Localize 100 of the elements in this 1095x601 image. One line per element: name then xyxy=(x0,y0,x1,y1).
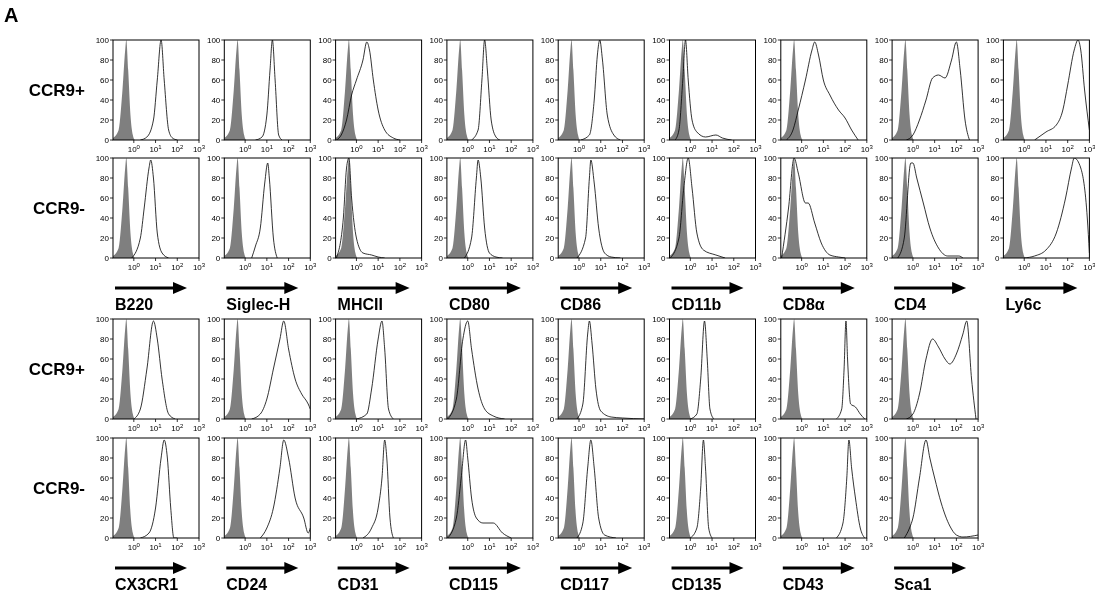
x-tick-label: 10$^{3}$ xyxy=(304,542,318,552)
x-axis-title: CX3CR1 xyxy=(115,576,179,593)
x-tick-label: 10$^{1}$ xyxy=(705,144,719,154)
x-tick-label: 10$^{1}$ xyxy=(149,423,163,433)
y-tick-label: 20 xyxy=(767,115,778,125)
x-tick-label: 10$^{3}$ xyxy=(749,542,763,552)
y-tick-label: 20 xyxy=(322,513,333,523)
y-tick-label: 60 xyxy=(656,75,667,85)
y-tick-label: 80 xyxy=(545,453,555,463)
x-axis-title: CD43 xyxy=(782,576,824,593)
y-tick-label: 40 xyxy=(656,374,667,384)
y-tick-label: 0 xyxy=(549,533,555,543)
x-tick-label: 10$^{1}$ xyxy=(705,262,719,272)
y-tick-label: 100 xyxy=(874,153,889,163)
x-tick-label: 10$^{3}$ xyxy=(638,144,651,154)
y-tick-label: 40 xyxy=(211,95,221,105)
y-tick-label: 0 xyxy=(327,414,333,424)
y-tick-label: 100 xyxy=(318,153,333,163)
x-tick-label: 10$^{3}$ xyxy=(192,262,206,272)
y-tick-label: 40 xyxy=(322,374,333,384)
y-tick-label: 60 xyxy=(656,473,667,483)
x-tick-label: 10$^{1}$ xyxy=(1039,144,1053,154)
y-tick-label: 60 xyxy=(767,354,778,364)
x-tick-label: 10$^{1}$ xyxy=(594,144,608,154)
y-tick-label: 80 xyxy=(767,334,778,344)
y-tick-label: 60 xyxy=(322,473,333,483)
x-tick-label: 10$^{0}$ xyxy=(127,542,141,552)
y-tick-label: 80 xyxy=(656,55,667,65)
x-tick-label: 10$^{2}$ xyxy=(616,144,630,154)
y-tick-label: 80 xyxy=(322,334,333,344)
x-tick-label: 10$^{0}$ xyxy=(461,262,475,272)
x-tick-label: 10$^{3}$ xyxy=(971,423,985,433)
y-tick-label: 60 xyxy=(100,473,110,483)
y-tick-label: 40 xyxy=(433,95,444,105)
y-tick-label: 60 xyxy=(433,354,444,364)
y-axis-title: CCR9+ xyxy=(28,80,86,100)
x-tick-label: 10$^{3}$ xyxy=(526,144,540,154)
x-tick-label: 10$^{3}$ xyxy=(749,262,763,272)
y-tick-label: 80 xyxy=(879,453,889,463)
y-tick-label: 40 xyxy=(767,213,778,223)
y-tick-label: 20 xyxy=(767,233,778,243)
y-tick-label: 100 xyxy=(986,153,1000,163)
y-tick-label: 0 xyxy=(104,135,110,145)
y-tick-label: 0 xyxy=(438,135,444,145)
x-tick-label: 10$^{0}$ xyxy=(461,144,475,154)
y-tick-label: 80 xyxy=(433,55,444,65)
x-tick-label: 10$^{0}$ xyxy=(1018,262,1032,272)
x-tick-label: 10$^{3}$ xyxy=(1083,144,1095,154)
y-tick-label: 80 xyxy=(433,334,444,344)
y-tick-label: 0 xyxy=(883,533,889,543)
y-tick-label: 0 xyxy=(215,253,221,263)
x-tick-label: 10$^{3}$ xyxy=(526,423,540,433)
x-axis-title: CD80 xyxy=(448,296,490,313)
y-tick-label: 60 xyxy=(100,75,110,85)
y-tick-label: 60 xyxy=(879,473,889,483)
x-tick-label: 10$^{3}$ xyxy=(749,423,763,433)
x-tick-label: 10$^{1}$ xyxy=(372,423,385,433)
y-tick-label: 0 xyxy=(772,253,778,263)
y-tick-label: 40 xyxy=(322,95,333,105)
x-tick-label: 10$^{2}$ xyxy=(950,262,964,272)
y-tick-label: 80 xyxy=(545,173,555,183)
y-tick-label: 100 xyxy=(318,314,333,324)
x-tick-label: 10$^{2}$ xyxy=(282,144,296,154)
x-tick-label: 10$^{0}$ xyxy=(350,423,364,433)
y-tick-label: 80 xyxy=(211,173,221,183)
x-tick-label: 10$^{3}$ xyxy=(971,144,985,154)
y-tick-label: 40 xyxy=(767,374,778,384)
x-tick-label: 10$^{0}$ xyxy=(239,262,252,272)
y-tick-label: 100 xyxy=(763,433,778,443)
x-axis-title: CD4 xyxy=(894,296,927,313)
x-tick-label: 10$^{2}$ xyxy=(1061,262,1075,272)
y-tick-label: 80 xyxy=(990,55,1000,65)
y-tick-label: 0 xyxy=(215,135,221,145)
x-tick-label: 10$^{1}$ xyxy=(260,262,274,272)
x-tick-label: 10$^{3}$ xyxy=(415,542,429,552)
y-tick-label: 100 xyxy=(95,433,110,443)
y-tick-label: 100 xyxy=(429,35,444,45)
y-tick-label: 60 xyxy=(322,75,333,85)
y-tick-label: 40 xyxy=(545,493,555,503)
x-tick-label: 10$^{2}$ xyxy=(393,262,407,272)
x-axis-title: Siglec-H xyxy=(226,296,291,313)
y-tick-label: 40 xyxy=(545,374,555,384)
y-tick-label: 40 xyxy=(100,213,110,223)
y-tick-label: 20 xyxy=(211,115,221,125)
x-tick-label: 10$^{1}$ xyxy=(594,423,608,433)
x-axis-title: CD24 xyxy=(226,576,268,593)
x-tick-label: 10$^{2}$ xyxy=(282,262,296,272)
y-tick-label: 80 xyxy=(211,55,221,65)
x-tick-label: 10$^{1}$ xyxy=(260,144,274,154)
x-tick-label: 10$^{2}$ xyxy=(838,262,852,272)
y-tick-label: 100 xyxy=(652,314,667,324)
y-tick-label: 20 xyxy=(545,513,555,523)
x-tick-label: 10$^{0}$ xyxy=(684,144,698,154)
text: A xyxy=(4,4,19,26)
x-tick-label: 10$^{2}$ xyxy=(282,423,296,433)
y-tick-label: 100 xyxy=(206,314,221,324)
x-tick-label: 10$^{3}$ xyxy=(860,542,874,552)
y-tick-label: 60 xyxy=(767,75,778,85)
y-tick-label: 0 xyxy=(327,135,333,145)
x-tick-label: 10$^{1}$ xyxy=(483,542,497,552)
